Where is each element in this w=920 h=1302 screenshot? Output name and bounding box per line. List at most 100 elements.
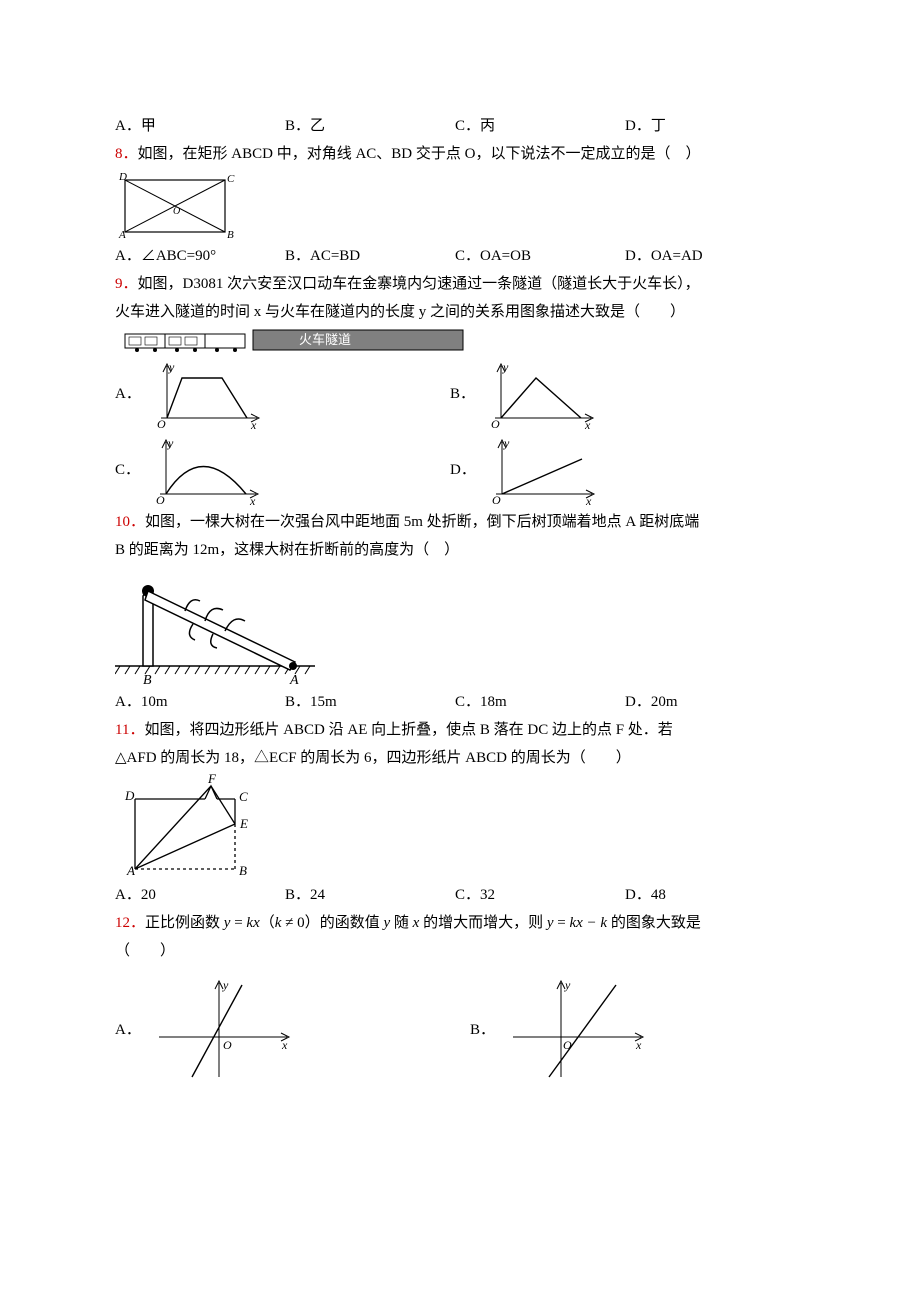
q11-figure: D F C E A B [115,774,805,879]
svg-text:x: x [584,418,591,430]
q10-opt-c: C．18m [455,690,625,714]
q12-A: A． y x O [115,975,470,1085]
q10-options: A．10m B．15m C．18m D．20m [115,690,805,714]
q10-opt-d: D．20m [625,690,795,714]
svg-text:x: x [281,1038,288,1052]
q9-B: B． y x O [450,358,785,430]
svg-text:O: O [157,417,166,430]
q12-kx: kx [246,915,259,931]
q9-row1: A． y x O B． y x O [115,358,805,430]
q10-figure: B A [115,566,805,686]
q10-line1: 如图，一棵大树在一次强台风中距地面 5m 处折断，倒下后树顶端着地点 A 距树底… [145,514,699,530]
q8-options: A．∠ABC=90° B．AC=BD C．OA=OB D．OA=AD [115,244,805,268]
q7-options: A．甲 B．乙 C．丙 D．丁 [115,114,805,138]
svg-text:x: x [249,494,256,506]
q11-num: 11． [115,722,144,738]
q12-pre: 正比例函数 [145,915,224,931]
q12-m3: 的增大而增大，则 [419,915,547,931]
q9-labA: A． [115,382,141,406]
q11-opt-c: C．32 [455,883,625,907]
svg-text:C: C [239,789,248,804]
svg-text:A: A [289,673,299,686]
tunnel-label: 火车隧道 [299,332,351,347]
q10-stem2: B 的距离为 12m，这棵大树在折断前的高度为（ ） [115,538,805,562]
svg-text:y: y [502,360,509,374]
svg-text:O: O [492,493,501,506]
q12-rhs: kx − k [569,915,607,931]
q8-stem: 8．如图，在矩形 ABCD 中，对角线 AC、BD 交于点 O，以下说法不一定成… [115,142,805,166]
q12-num: 12． [115,915,145,931]
q12-eq1: = [230,915,246,931]
q8-opt-d: D．OA=AD [625,244,795,268]
q12-tail: 的图象大致是 [607,915,701,931]
svg-text:D: D [118,171,127,183]
q10-opt-a: A．10m [115,690,285,714]
q11-line1: 如图，将四边形纸片 ABCD 沿 AE 向上折叠，使点 B 落在 DC 边上的点… [144,722,672,738]
q11-stem2: △AFD 的周长为 18，△ECF 的周长为 6，四边形纸片 ABCD 的周长为… [115,746,805,770]
q12-m2: 随 [390,915,413,931]
q9-line1: 如图，D3081 次六安至汉口动车在金寨境内匀速通过一条隧道（隧道长大于火车长）… [138,276,700,292]
q12-B: B． y x O [470,975,805,1085]
q7-opt-b: B．乙 [285,114,455,138]
q12-eq2: = [554,915,570,931]
q11-opt-d: D．48 [625,883,795,907]
q8-opt-b: B．AC=BD [285,244,455,268]
q12-paren: （ ） [115,939,805,963]
q12-labA: A． [115,1018,141,1042]
svg-text:A: A [118,229,126,240]
q12-cr: ） [305,915,320,931]
svg-text:y: y [222,978,229,992]
svg-text:A: A [126,863,135,878]
svg-text:x: x [635,1038,642,1052]
q12-row: A． y x O B． y x O [115,975,805,1085]
q9-stem1: 9．如图，D3081 次六安至汉口动车在金寨境内匀速通过一条隧道（隧道长大于火车… [115,272,805,296]
svg-text:O: O [223,1038,232,1052]
q9-stem2: 火车进入隧道的时间 x 与火车在隧道内的长度 y 之间的关系用图象描述大致是（ … [115,300,805,324]
q11-stem1: 11．如图，将四边形纸片 ABCD 沿 AE 向上折叠，使点 B 落在 DC 边… [115,718,805,742]
svg-text:y: y [564,978,571,992]
q8-text: 如图，在矩形 ABCD 中，对角线 AC、BD 交于点 O，以下说法不一定成立的… [138,146,701,162]
q9-num: 9． [115,276,138,292]
q9-C: C． y x O [115,434,450,506]
q7-opt-c: C．丙 [455,114,625,138]
svg-text:B: B [143,673,152,686]
svg-text:y: y [167,436,174,450]
q11-opt-b: B．24 [285,883,455,907]
svg-text:O: O [173,206,180,217]
q8-num: 8． [115,146,138,162]
q11-opt-a: A．20 [115,883,285,907]
svg-text:O: O [491,417,500,430]
q10-stem1: 10．如图，一棵大树在一次强台风中距地面 5m 处折断，倒下后树顶端着地点 A … [115,510,805,534]
q8-opt-a: A．∠ABC=90° [115,244,285,268]
q7-opt-a: A．甲 [115,114,285,138]
q11-options: A．20 B．24 C．32 D．48 [115,883,805,907]
q10-num: 10． [115,514,145,530]
q8-figure: D C A B O [115,170,805,240]
q9-A: A． y x O [115,358,450,430]
svg-text:B: B [239,863,247,878]
q10-opt-b: B．15m [285,690,455,714]
q9-labC: C． [115,458,140,482]
q12-m1: 的函数值 [320,915,384,931]
svg-text:y: y [168,360,175,374]
svg-text:x: x [585,494,592,506]
svg-text:O: O [563,1038,572,1052]
svg-text:F: F [207,774,217,786]
q7-opt-d: D．丁 [625,114,795,138]
q9-row2: C． y x O D． y x O [115,434,805,506]
q12-ne: ≠ 0 [281,915,304,931]
svg-text:x: x [250,418,257,430]
svg-text:C: C [227,173,235,185]
q12-labB: B． [470,1018,495,1042]
q9-labB: B． [450,382,475,406]
q9-D: D． y x O [450,434,785,506]
q12-cl: （ [260,915,275,931]
page-container: A．甲 B．乙 C．丙 D．丁 8．如图，在矩形 ABCD 中，对角线 AC、B… [0,0,920,1149]
svg-text:y: y [503,436,510,450]
q9-labD: D． [450,458,476,482]
svg-text:O: O [156,493,165,506]
q12-y2: y [547,915,554,931]
svg-text:B: B [227,229,234,240]
svg-text:D: D [124,788,135,803]
q9-tunnel-figure: 火车隧道 [115,328,805,354]
